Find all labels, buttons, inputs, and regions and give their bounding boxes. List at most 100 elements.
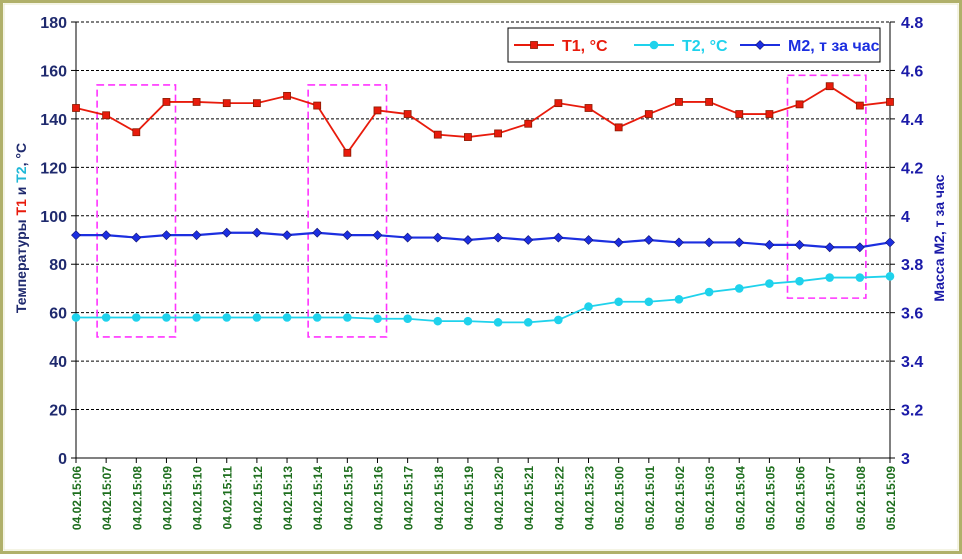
series-1-point-3 bbox=[162, 313, 171, 322]
y-left-tick-label-0: 0 bbox=[58, 451, 67, 468]
series-0-point-21 bbox=[705, 98, 714, 106]
legend-marker-0 bbox=[530, 41, 538, 49]
series-1-point-16 bbox=[554, 315, 563, 325]
series-2-point-7 bbox=[282, 230, 292, 241]
series-2-point-26 bbox=[854, 242, 865, 253]
series-1-point-11 bbox=[403, 314, 412, 324]
series-1-point-20 bbox=[674, 295, 684, 304]
x-tick-label-27: 05.02.15:09 bbox=[884, 466, 898, 530]
y-axis-left-title-prefix: Температуры bbox=[13, 215, 29, 313]
x-tick-label-22: 05.02.15:04 bbox=[733, 466, 747, 530]
y-axis-right-title: Масса М2, т за час bbox=[931, 174, 947, 301]
legend-marker-1 bbox=[649, 40, 659, 50]
x-tick-label-23: 05.02.15:05 bbox=[763, 466, 777, 530]
series-0-point-27 bbox=[886, 98, 894, 106]
x-tick-label-16: 04.02.15:22 bbox=[552, 466, 566, 530]
y-right-tick-label-3: 3.6 bbox=[901, 306, 923, 323]
series-1-point-10 bbox=[373, 314, 382, 324]
highlight-box-2 bbox=[786, 74, 867, 299]
legend-box bbox=[507, 27, 881, 63]
series-0-point-25 bbox=[825, 82, 834, 91]
series-1-point-13 bbox=[463, 316, 473, 326]
series-0-point-16 bbox=[554, 99, 563, 108]
legend-label-0: T1, °C bbox=[562, 38, 608, 55]
series-2-point-15 bbox=[523, 235, 534, 245]
series-2-point-14 bbox=[493, 232, 503, 243]
x-tick-label-12: 04.02.15:18 bbox=[432, 466, 446, 530]
series-0-point-0 bbox=[72, 104, 80, 112]
series-2-point-21 bbox=[704, 237, 715, 248]
series-1-point-27 bbox=[885, 272, 895, 281]
series-1 bbox=[71, 272, 895, 327]
series-0-point-17 bbox=[584, 104, 593, 112]
series-0-point-19 bbox=[644, 110, 653, 118]
series-1-point-1 bbox=[101, 313, 111, 322]
series-1-point-19 bbox=[644, 297, 654, 307]
series-0-point-24 bbox=[795, 100, 804, 109]
y-axis-left-title-t2: T2 bbox=[13, 166, 29, 183]
series-1-point-15 bbox=[523, 318, 533, 327]
series-0-point-4 bbox=[192, 98, 201, 106]
series-2-point-17 bbox=[583, 235, 594, 245]
series-1-point-6 bbox=[252, 313, 262, 322]
series-layer bbox=[71, 82, 895, 327]
series-0-point-13 bbox=[464, 133, 472, 141]
y-axis-left-title-t1: T1 bbox=[13, 199, 29, 216]
x-tick-label-18: 05.02.15:00 bbox=[613, 466, 627, 530]
y-right-tick-label-0: 3 bbox=[901, 451, 910, 468]
series-2-point-18 bbox=[613, 237, 624, 248]
series-2-point-24 bbox=[794, 239, 805, 250]
y-right-tick-label-6: 4.2 bbox=[901, 160, 923, 177]
y-left-tick-label-5: 100 bbox=[40, 209, 67, 226]
x-tick-label-15: 04.02.15:21 bbox=[522, 466, 536, 530]
y-right-tick-label-7: 4.4 bbox=[901, 112, 923, 129]
series-0-point-11 bbox=[403, 110, 412, 118]
series-2-point-9 bbox=[342, 230, 353, 241]
series-2-point-6 bbox=[251, 227, 262, 238]
series-2-point-12 bbox=[432, 232, 443, 243]
series-1-point-12 bbox=[433, 316, 443, 326]
y-axis-left-title: Температуры T1 и T2, °C bbox=[13, 143, 29, 313]
series-1-point-17 bbox=[584, 302, 593, 311]
legend: T1, °C T2, °C М2, т за час bbox=[507, 27, 881, 63]
x-tick-label-25: 05.02.15:07 bbox=[824, 466, 838, 530]
legend-marker-2 bbox=[755, 40, 765, 50]
chart-inner-border bbox=[3, 3, 959, 551]
series-1-point-9 bbox=[343, 313, 352, 322]
series-0-point-23 bbox=[765, 110, 774, 118]
y-left-tick-label-3: 60 bbox=[49, 306, 67, 323]
x-tick-label-0: 04.02.15:06 bbox=[70, 466, 84, 530]
series-0-point-5 bbox=[222, 99, 231, 108]
y-right-tick-label-4: 3.8 bbox=[901, 257, 923, 274]
series-line-2 bbox=[76, 231, 891, 249]
x-tick-label-21: 05.02.15:03 bbox=[703, 466, 717, 530]
x-tick-label-19: 05.02.15:01 bbox=[643, 466, 657, 530]
x-tick-label-10: 04.02.15:16 bbox=[371, 466, 385, 530]
y-left-tick-label-2: 40 bbox=[49, 354, 67, 371]
x-tick-label-2: 04.02.15:08 bbox=[130, 466, 144, 530]
series-0-point-9 bbox=[343, 148, 352, 157]
x-tick-label-17: 04.02.15:23 bbox=[583, 466, 597, 530]
series-2-point-0 bbox=[71, 230, 81, 241]
series-2-point-11 bbox=[402, 232, 413, 243]
highlight-boxes bbox=[96, 74, 867, 338]
x-tick-label-24: 05.02.15:06 bbox=[794, 466, 808, 530]
series-1-point-18 bbox=[614, 297, 623, 307]
x-tick-label-13: 04.02.15:19 bbox=[462, 466, 476, 530]
series-1-point-4 bbox=[192, 313, 201, 322]
series-0-point-18 bbox=[614, 123, 623, 132]
series-0-point-12 bbox=[433, 130, 442, 139]
x-tick-label-20: 05.02.15:02 bbox=[673, 466, 687, 530]
series-1-point-7 bbox=[282, 313, 292, 322]
series-0-point-26 bbox=[855, 101, 864, 110]
y-axis-left-title-middle: и bbox=[13, 183, 29, 199]
series-0-point-14 bbox=[494, 129, 502, 138]
x-tick-label-8: 04.02.15:14 bbox=[311, 466, 325, 530]
x-tick-label-6: 04.02.15:12 bbox=[251, 466, 265, 530]
grid-lines bbox=[76, 21, 890, 411]
y-left-tick-label-4: 80 bbox=[49, 257, 67, 274]
legend-label-2: М2, т за час bbox=[788, 38, 880, 55]
series-2-point-23 bbox=[764, 239, 775, 250]
